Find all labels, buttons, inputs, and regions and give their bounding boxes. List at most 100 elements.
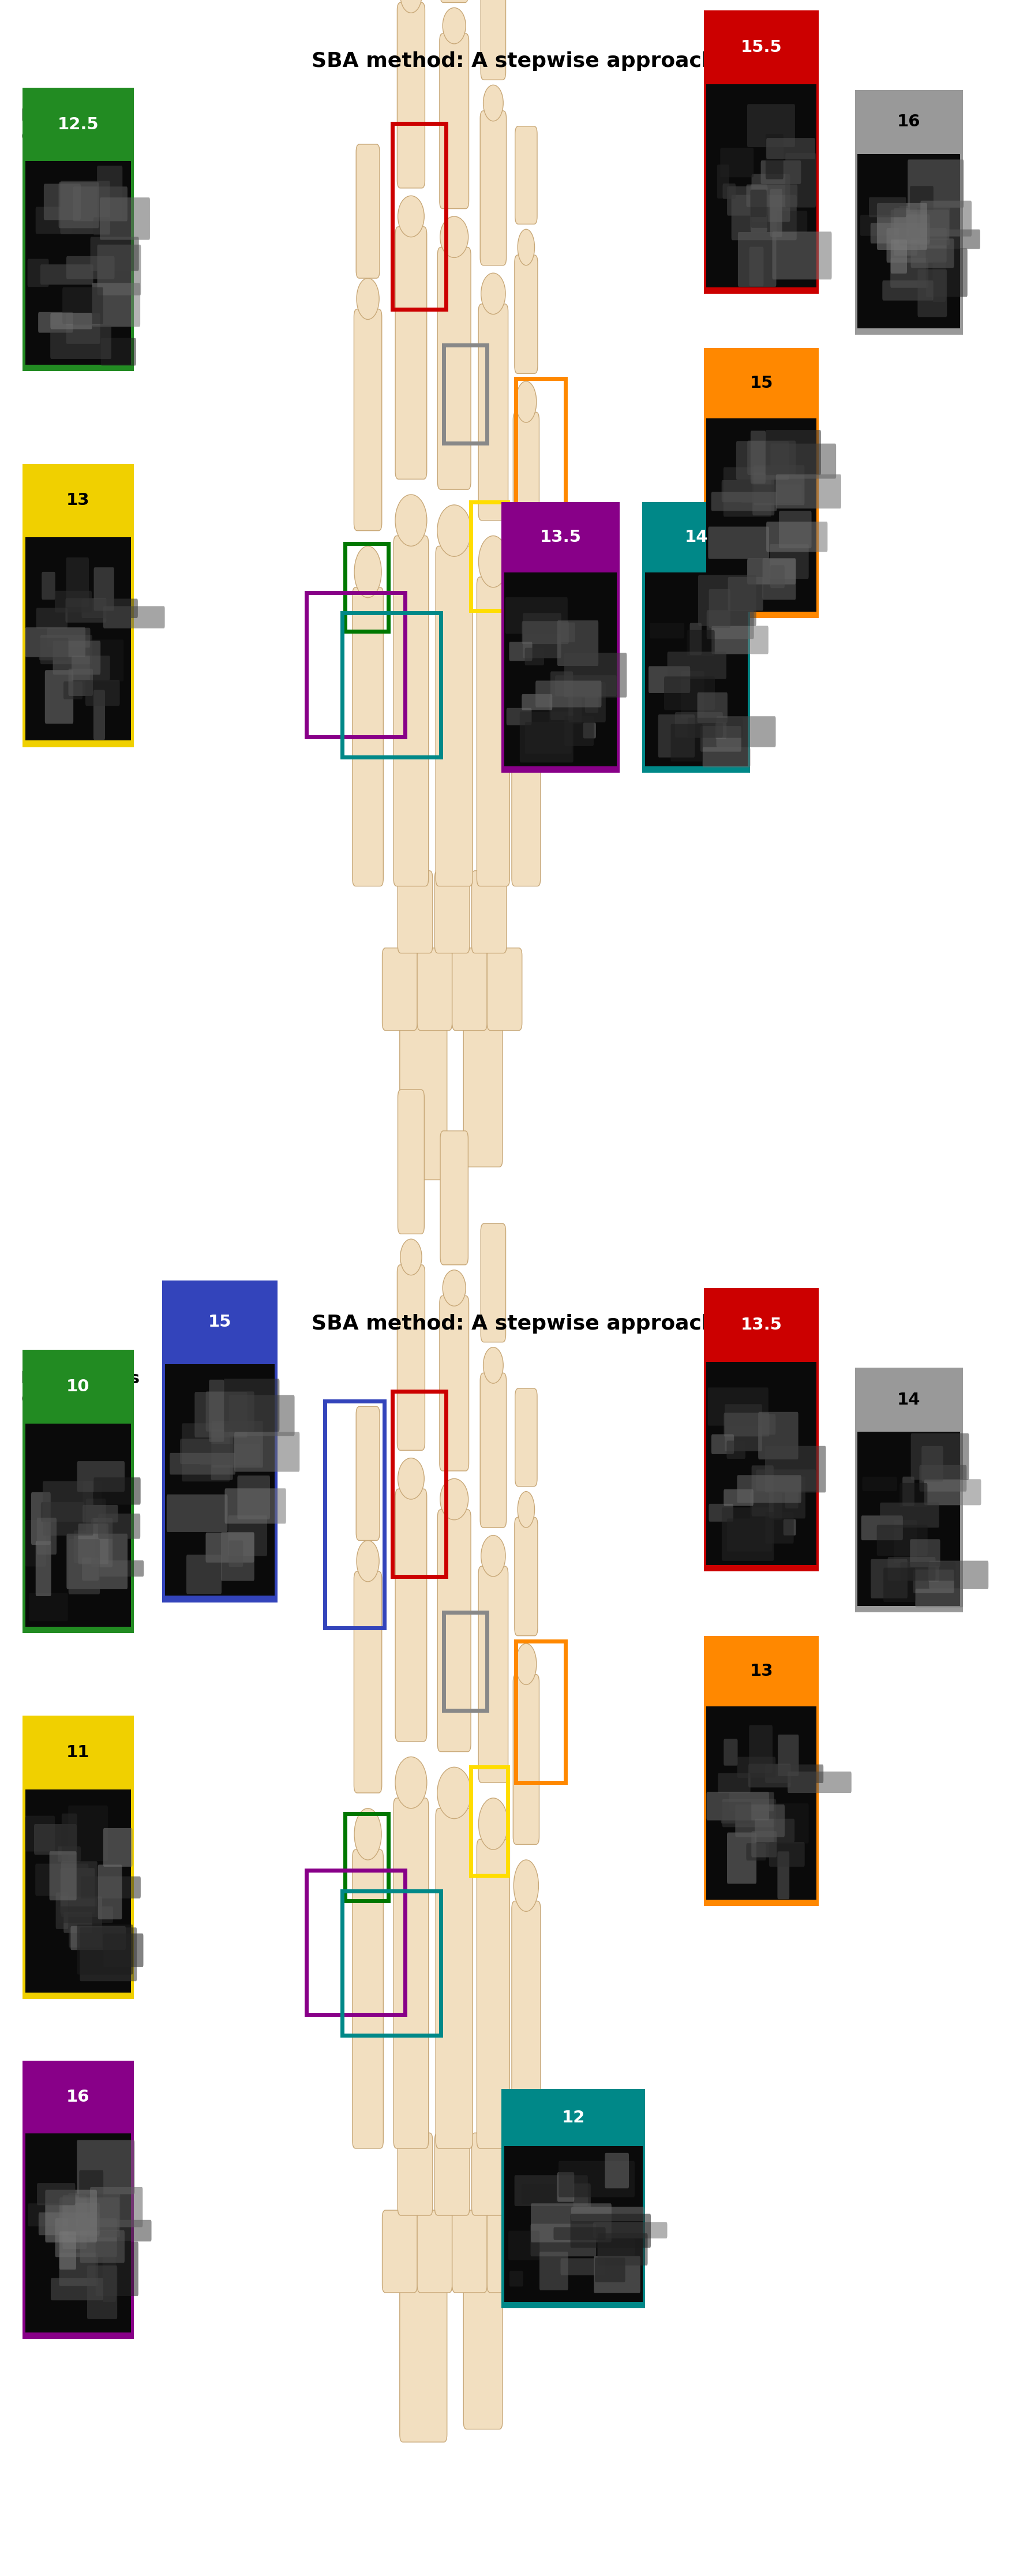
FancyBboxPatch shape (758, 1412, 798, 1461)
FancyBboxPatch shape (706, 1705, 815, 1901)
FancyBboxPatch shape (751, 191, 768, 227)
FancyBboxPatch shape (707, 611, 754, 639)
FancyBboxPatch shape (727, 185, 767, 216)
FancyBboxPatch shape (87, 2264, 117, 2318)
FancyBboxPatch shape (72, 657, 110, 680)
FancyBboxPatch shape (740, 484, 801, 502)
FancyBboxPatch shape (697, 693, 727, 724)
Bar (345, 544, 388, 631)
FancyBboxPatch shape (723, 1739, 737, 1765)
FancyBboxPatch shape (479, 304, 507, 520)
FancyBboxPatch shape (703, 348, 819, 618)
FancyBboxPatch shape (862, 1476, 897, 1492)
FancyBboxPatch shape (62, 1814, 77, 1862)
FancyBboxPatch shape (749, 247, 763, 286)
FancyBboxPatch shape (36, 1540, 51, 1597)
FancyBboxPatch shape (594, 2257, 640, 2293)
FancyBboxPatch shape (39, 639, 69, 659)
FancyBboxPatch shape (25, 1790, 131, 1994)
FancyBboxPatch shape (717, 165, 729, 198)
FancyBboxPatch shape (715, 721, 726, 739)
FancyBboxPatch shape (26, 629, 85, 657)
FancyBboxPatch shape (477, 577, 509, 886)
FancyBboxPatch shape (910, 1540, 940, 1566)
FancyBboxPatch shape (23, 1716, 134, 1999)
FancyBboxPatch shape (765, 430, 821, 474)
FancyBboxPatch shape (703, 1288, 819, 1571)
FancyBboxPatch shape (162, 1280, 277, 1602)
FancyBboxPatch shape (228, 1515, 267, 1556)
Bar (306, 592, 405, 737)
FancyBboxPatch shape (199, 1445, 260, 1466)
FancyBboxPatch shape (777, 1852, 789, 1899)
FancyBboxPatch shape (205, 1391, 254, 1432)
FancyBboxPatch shape (41, 1502, 84, 1522)
FancyBboxPatch shape (463, 1018, 502, 1167)
Bar (306, 1870, 405, 2014)
FancyBboxPatch shape (560, 623, 575, 641)
FancyBboxPatch shape (523, 613, 561, 657)
FancyBboxPatch shape (393, 1798, 428, 2148)
FancyBboxPatch shape (512, 412, 539, 582)
Ellipse shape (481, 273, 505, 314)
FancyBboxPatch shape (548, 698, 581, 724)
FancyBboxPatch shape (703, 1636, 819, 1906)
FancyBboxPatch shape (35, 1862, 88, 1896)
FancyBboxPatch shape (69, 670, 92, 696)
FancyBboxPatch shape (769, 188, 782, 237)
FancyBboxPatch shape (98, 245, 141, 296)
Text: 10: 10 (67, 1378, 89, 1394)
Bar (444, 345, 487, 443)
FancyBboxPatch shape (925, 247, 966, 296)
FancyBboxPatch shape (60, 2231, 76, 2269)
FancyBboxPatch shape (67, 255, 115, 278)
FancyBboxPatch shape (463, 2280, 502, 2429)
FancyBboxPatch shape (899, 206, 949, 245)
FancyBboxPatch shape (731, 196, 796, 240)
FancyBboxPatch shape (83, 1481, 102, 1533)
Text: 12: 12 (562, 2110, 584, 2125)
FancyBboxPatch shape (584, 688, 598, 714)
FancyBboxPatch shape (605, 2154, 629, 2190)
FancyBboxPatch shape (753, 466, 804, 505)
FancyBboxPatch shape (353, 1571, 382, 1793)
Bar (342, 1891, 441, 2035)
FancyBboxPatch shape (63, 289, 103, 325)
FancyBboxPatch shape (434, 871, 469, 953)
FancyBboxPatch shape (854, 90, 962, 335)
FancyBboxPatch shape (68, 1806, 108, 1860)
FancyBboxPatch shape (480, 111, 506, 265)
FancyBboxPatch shape (531, 2202, 611, 2241)
Ellipse shape (438, 1767, 470, 1819)
FancyBboxPatch shape (667, 652, 726, 680)
FancyBboxPatch shape (37, 1517, 56, 1553)
FancyBboxPatch shape (67, 1533, 127, 1589)
FancyBboxPatch shape (40, 265, 93, 286)
FancyBboxPatch shape (756, 1468, 815, 1492)
FancyBboxPatch shape (64, 683, 82, 698)
FancyBboxPatch shape (770, 564, 785, 587)
Bar (342, 613, 441, 757)
FancyBboxPatch shape (28, 258, 48, 286)
FancyBboxPatch shape (71, 1927, 125, 1950)
FancyBboxPatch shape (557, 621, 598, 667)
FancyBboxPatch shape (512, 1674, 539, 1844)
FancyBboxPatch shape (25, 1816, 54, 1852)
FancyBboxPatch shape (910, 240, 953, 268)
FancyBboxPatch shape (561, 2259, 604, 2275)
FancyBboxPatch shape (353, 309, 382, 531)
Text: 13: 13 (750, 1664, 772, 1680)
Ellipse shape (354, 1808, 381, 1860)
FancyBboxPatch shape (724, 1404, 762, 1450)
FancyBboxPatch shape (525, 647, 543, 665)
FancyBboxPatch shape (775, 474, 841, 507)
Text: Female ages
(in years): Female ages (in years) (21, 1370, 140, 1406)
FancyBboxPatch shape (597, 2239, 635, 2257)
FancyBboxPatch shape (927, 1566, 939, 1582)
FancyBboxPatch shape (736, 1757, 775, 1777)
FancyBboxPatch shape (58, 1906, 113, 1922)
FancyBboxPatch shape (735, 1803, 785, 1837)
FancyBboxPatch shape (508, 641, 532, 662)
FancyBboxPatch shape (750, 1492, 782, 1520)
FancyBboxPatch shape (225, 1489, 286, 1522)
